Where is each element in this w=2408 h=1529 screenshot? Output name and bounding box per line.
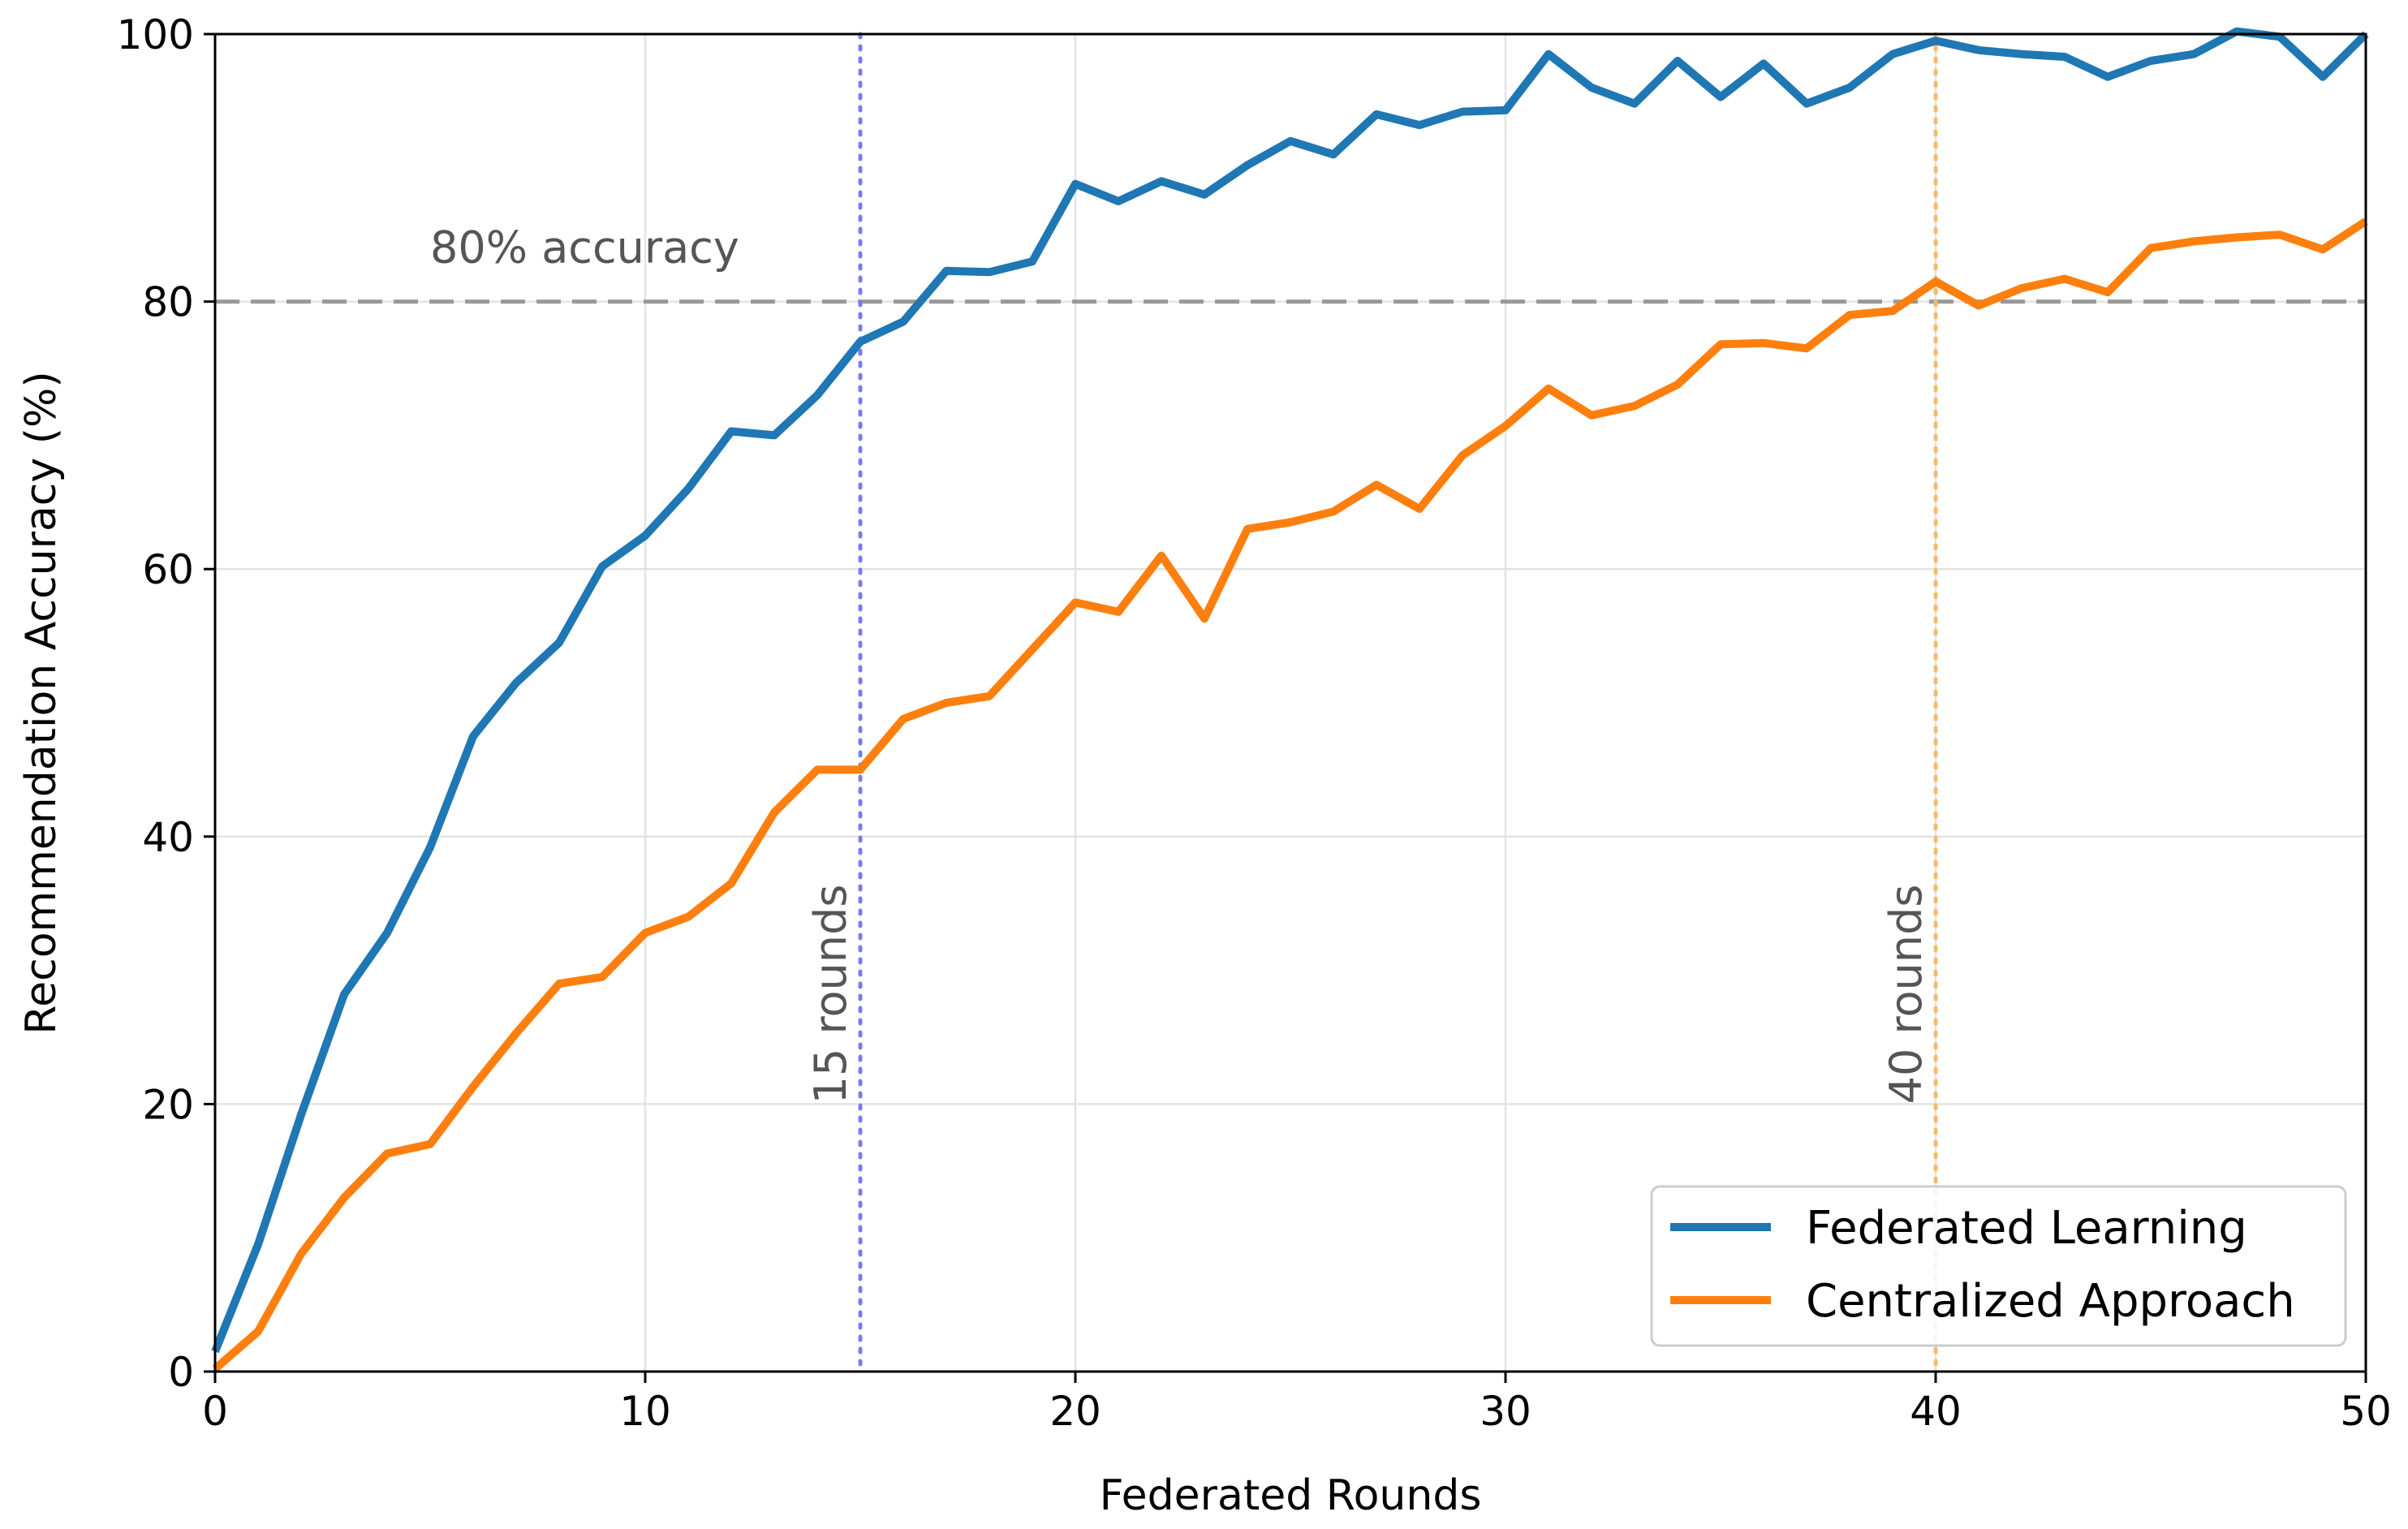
annotation-80-accuracy: 80% accuracy xyxy=(430,222,739,273)
axis-ticks: 0 10 20 30 40 50 0 20 40 60 80 100 xyxy=(117,11,2392,1435)
y-tick-label-0: 0 xyxy=(168,1349,194,1396)
annotation-40-rounds: 40 rounds xyxy=(1880,885,1932,1105)
x-tick-label-50: 50 xyxy=(2340,1388,2392,1435)
y-tick-label-60: 60 xyxy=(142,546,194,593)
series-line-centralized-approach xyxy=(212,218,2368,1372)
x-tick-label-0: 0 xyxy=(202,1388,228,1435)
x-tick-label-10: 10 xyxy=(619,1388,671,1435)
legend-label-federated-learning: Federated Learning xyxy=(1806,1202,2247,1255)
annotation-15-rounds: 15 rounds xyxy=(805,885,856,1105)
series-line-federated-learning xyxy=(211,27,2369,1354)
y-tick-label-20: 20 xyxy=(142,1081,194,1128)
x-axis-title: Federated Rounds xyxy=(1100,1471,1482,1520)
y-axis-title: Recommendation Accuracy (%) xyxy=(17,371,66,1034)
series-lines xyxy=(211,27,2369,1372)
x-tick-label-20: 20 xyxy=(1049,1388,1101,1435)
annotations: 80% accuracy 15 rounds 40 rounds xyxy=(430,222,1932,1105)
legend-box xyxy=(1650,1185,2347,1347)
y-tick-label-100: 100 xyxy=(117,11,194,58)
x-tick-label-40: 40 xyxy=(1910,1388,1962,1435)
reference-lines xyxy=(215,32,2366,1374)
legend: Federated Learning Centralized Approach xyxy=(1650,1185,2347,1347)
legend-label-centralized-approach: Centralized Approach xyxy=(1806,1275,2295,1328)
y-tick-label-40: 40 xyxy=(142,814,194,861)
plot-frame xyxy=(213,32,2367,1373)
x-tick-label-30: 30 xyxy=(1480,1388,1531,1435)
y-tick-label-80: 80 xyxy=(142,279,194,326)
